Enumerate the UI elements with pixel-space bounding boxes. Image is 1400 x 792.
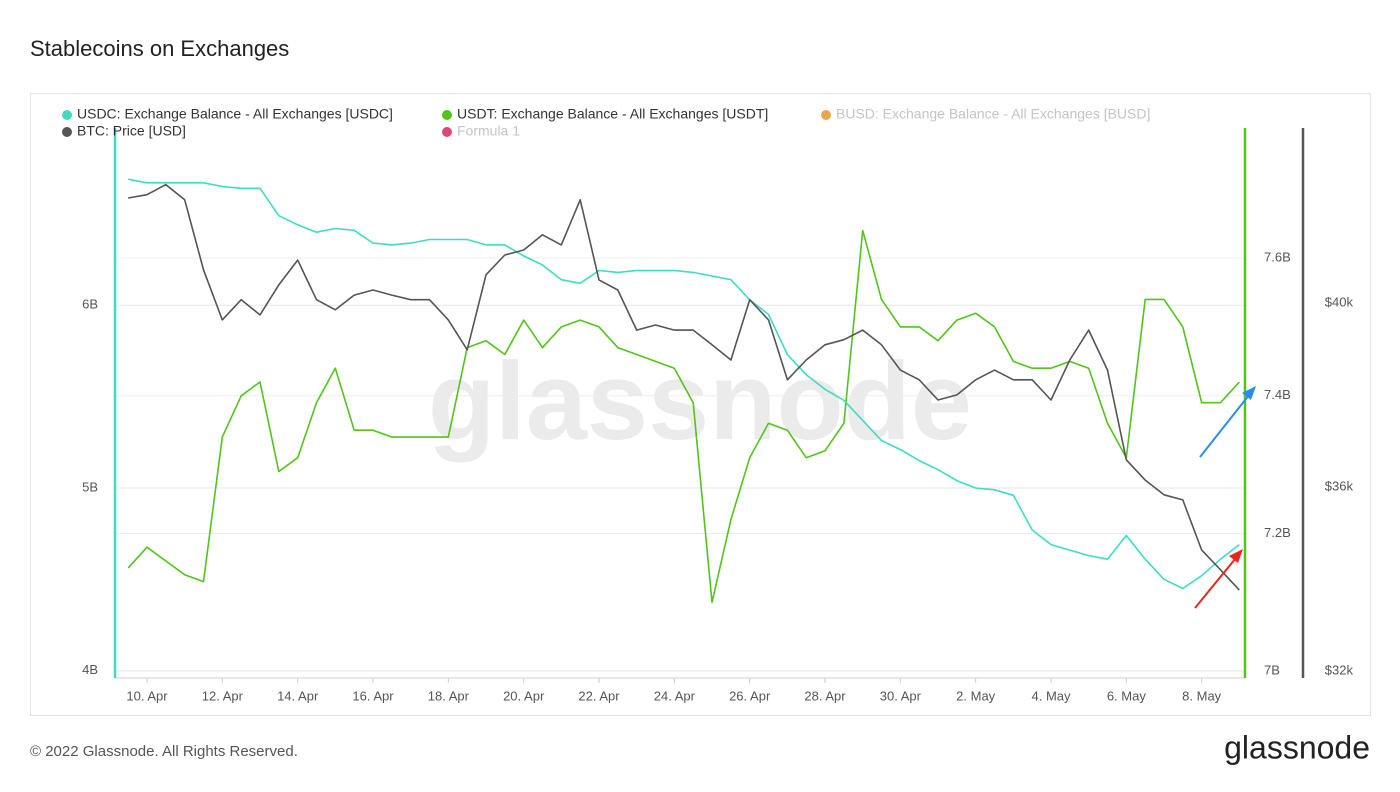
y3-tick-label: $32k	[1325, 663, 1354, 678]
x-tick-label: 8. May	[1182, 688, 1222, 703]
plot-area: 4B 5B 6B 7B 7.2B 7.4B 7.6B $32k $36k $40k 10. Apr 1…	[82, 128, 1353, 703]
x-tick-label: 14. Apr	[277, 688, 319, 703]
y2-tick-label: 7.4B	[1264, 387, 1291, 402]
y3-tick-label: $36k	[1325, 478, 1354, 493]
arrow-head	[1242, 386, 1256, 400]
x-tick-label: 4. May	[1032, 688, 1072, 703]
x-tick-label: 12. Apr	[202, 688, 244, 703]
legend-swatch	[442, 110, 452, 120]
legend-label: BTC: Price [USD]	[77, 123, 186, 139]
chart-title: Stablecoins on Exchanges	[30, 36, 289, 61]
x-tick-label: 16. Apr	[352, 688, 394, 703]
legend-swatch	[62, 110, 72, 120]
y2-tick-label: 7.6B	[1264, 250, 1291, 265]
legend-label: USDC: Exchange Balance - All Exchanges […	[77, 106, 393, 122]
y-tick-label: 5B	[82, 479, 98, 494]
x-tick-label: 28. Apr	[804, 688, 846, 703]
x-tick-label: 2. May	[956, 688, 996, 703]
x-tick-label: 18. Apr	[428, 688, 470, 703]
x-tick-label: 26. Apr	[729, 688, 771, 703]
legend-swatch	[821, 110, 831, 120]
x-tick-label: 10. Apr	[126, 688, 168, 703]
x-tick-label: 6. May	[1107, 688, 1147, 703]
x-tick-label: 20. Apr	[503, 688, 545, 703]
y2-tick-label: 7B	[1264, 663, 1280, 678]
brand-logo: glassnode	[1224, 729, 1370, 765]
legend-swatch	[62, 127, 72, 137]
legend-label: BUSD: Exchange Balance - All Exchanges […	[836, 106, 1150, 122]
legend-label: Formula 1	[457, 123, 520, 139]
x-tick-label: 30. Apr	[880, 688, 922, 703]
y3-tick-label: $40k	[1325, 294, 1354, 309]
x-tick-label: 24. Apr	[654, 688, 696, 703]
annotation-arrow	[1199, 389, 1254, 458]
annotation-arrow	[1194, 552, 1241, 609]
legend-label: USDT: Exchange Balance - All Exchanges […	[457, 106, 768, 122]
series-line	[128, 183, 1240, 591]
series-line	[127, 229, 1240, 604]
series-line	[128, 178, 1240, 590]
legend-swatch	[442, 127, 452, 137]
y-tick-label: 6B	[82, 297, 98, 312]
y2-tick-label: 7.2B	[1264, 525, 1291, 540]
footer: © 2022 Glassnode. All Rights Reserved.	[30, 743, 298, 760]
y-tick-label: 4B	[82, 662, 98, 677]
chart-frame	[30, 93, 1371, 716]
watermark: glassnode	[428, 340, 972, 463]
arrow-head	[1229, 549, 1243, 563]
x-tick-label: 22. Apr	[578, 688, 620, 703]
